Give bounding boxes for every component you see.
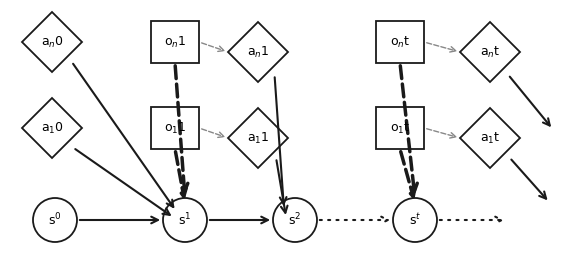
Bar (151, 21, 199, 63)
Bar (151, 107, 199, 149)
Text: a$_n$t: a$_n$t (480, 44, 500, 60)
Text: o$_1$t: o$_1$t (390, 120, 410, 136)
Text: a$_1$t: a$_1$t (480, 130, 500, 146)
Text: o$_n$t: o$_n$t (390, 35, 410, 49)
Text: a$_1$0: a$_1$0 (40, 120, 63, 136)
Text: o$_n$1: o$_n$1 (164, 35, 186, 49)
Text: a$_n$1: a$_n$1 (247, 44, 269, 60)
Bar (376, 21, 424, 63)
Text: s$^t$: s$^t$ (409, 212, 421, 228)
Text: a$_n$0: a$_n$0 (40, 35, 63, 49)
Text: s$^0$: s$^0$ (48, 212, 62, 228)
Text: s$^2$: s$^2$ (288, 212, 302, 228)
Text: a$_1$1: a$_1$1 (247, 130, 269, 146)
Text: s$^1$: s$^1$ (178, 212, 192, 228)
Text: o$_1$1: o$_1$1 (164, 120, 186, 136)
Bar (376, 107, 424, 149)
